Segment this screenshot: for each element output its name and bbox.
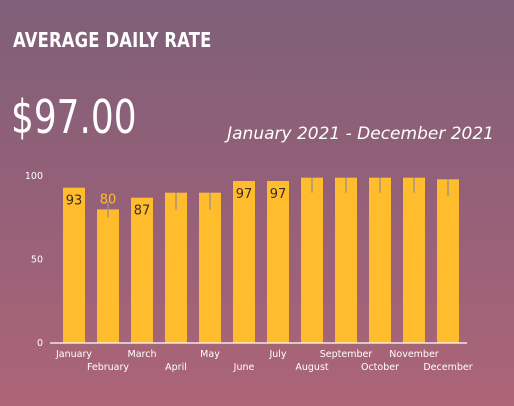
x-tick-label-january: January: [55, 349, 92, 360]
data-label-june: 97: [236, 187, 253, 202]
kpi-value: $97.00: [11, 90, 137, 144]
x-tick-label-march: March: [128, 349, 157, 360]
chart-title: AVERAGE DAILY RATE: [13, 28, 212, 52]
data-label-july: 97: [270, 187, 287, 202]
bar-october: [369, 177, 391, 343]
bar-september: [335, 177, 357, 343]
x-tick-label-july: July: [268, 349, 286, 360]
date-range: January 2021 - December 2021: [227, 124, 494, 144]
bar-november: [403, 177, 425, 343]
bar-february: [97, 209, 119, 343]
x-tick-label-february: February: [87, 362, 129, 373]
bar-december: [437, 179, 459, 343]
bar-march: [131, 197, 153, 343]
x-tick-label-november: November: [389, 349, 439, 360]
bar-january: [63, 187, 85, 343]
data-label-march: 87: [134, 204, 151, 219]
y-tick-label: 0: [37, 338, 43, 349]
data-label-february: 80: [100, 192, 117, 207]
data-label-january: 93: [66, 194, 83, 209]
x-tick-label-april: April: [165, 362, 187, 373]
bar-july: [267, 181, 289, 343]
bar-june: [233, 181, 255, 343]
x-tick-label-december: December: [423, 362, 472, 373]
bar-august: [301, 177, 323, 343]
x-tick-label-october: October: [361, 362, 399, 373]
bar-may: [199, 192, 221, 343]
x-tick-label-september: September: [320, 349, 373, 360]
bar-april: [165, 192, 187, 343]
x-tick-label-may: May: [200, 349, 220, 360]
y-tick-label: 50: [31, 255, 43, 266]
x-tick-label-june: June: [233, 362, 255, 373]
x-tick-label-august: August: [295, 362, 329, 373]
y-tick-label: 100: [25, 171, 43, 182]
